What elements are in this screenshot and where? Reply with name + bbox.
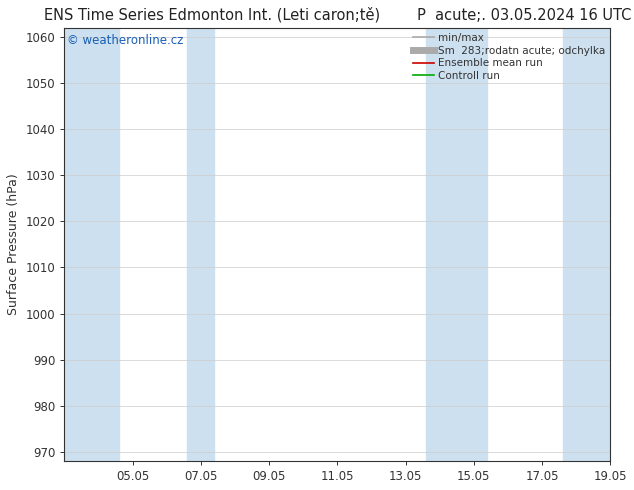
Y-axis label: Surface Pressure (hPa): Surface Pressure (hPa) xyxy=(7,173,20,315)
Title: ENS Time Series Edmonton Int. (Leti caron;tě)        P  acute;. 03.05.2024 16 UT: ENS Time Series Edmonton Int. (Leti caro… xyxy=(44,7,631,23)
Bar xyxy=(187,28,214,461)
Bar xyxy=(61,28,119,461)
Text: © weatheronline.cz: © weatheronline.cz xyxy=(67,34,183,47)
Bar xyxy=(562,28,614,461)
Bar xyxy=(426,28,488,461)
Legend: min/max, Sm  283;rodatn acute; odchylka, Ensemble mean run, Controll run: min/max, Sm 283;rodatn acute; odchylka, … xyxy=(411,31,607,83)
